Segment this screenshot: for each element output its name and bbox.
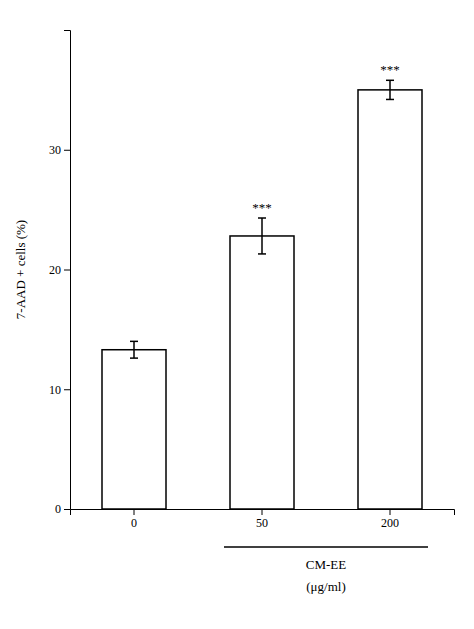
- x-tick: 200: [381, 509, 399, 530]
- y-tick: 10: [49, 383, 70, 397]
- chart: 0 10 20 30 0 50 200 *** *** 7-AAD + cells (%) CM-E…: [0, 0, 474, 629]
- error-bar: [386, 80, 394, 99]
- x-tick-label: 200: [381, 516, 399, 530]
- error-bar-stem: [261, 218, 263, 254]
- annotations: *** ***: [252, 62, 400, 215]
- y-tick-label: 20: [49, 263, 61, 277]
- plot: 0 10 20 30 0 50 200 *** *** 7-AAD + cells (%) CM-E…: [13, 31, 455, 595]
- y-tick: 0: [55, 502, 70, 516]
- significance: ***: [380, 62, 400, 77]
- x-tick-mark: [262, 509, 263, 515]
- y-tick: 20: [49, 263, 70, 277]
- bar: [102, 350, 166, 509]
- underline: [224, 546, 428, 548]
- error-bar: [258, 218, 266, 254]
- error-bar-cap: [258, 253, 266, 255]
- y-axis-title: 7-AAD + cells (%): [13, 220, 28, 319]
- bar: [230, 236, 294, 509]
- x-axis-title: CM-EE: [306, 557, 347, 572]
- x-tick-label: 50: [256, 516, 268, 530]
- x-tick: 0: [131, 509, 137, 530]
- error-bar-cap: [130, 341, 138, 343]
- y-tick: 30: [49, 143, 70, 157]
- error-bar-cap: [386, 99, 394, 101]
- y-tick-mark: [64, 270, 70, 271]
- y-axis-line: [64, 31, 71, 510]
- error-bar-stem: [133, 341, 135, 358]
- x-tick-label: 0: [131, 516, 137, 530]
- significance: ***: [252, 200, 272, 215]
- y-tick-label: 30: [49, 143, 61, 157]
- error-bar-cap: [386, 80, 394, 82]
- x-axis-title: (μg/ml): [306, 579, 345, 594]
- y-tick-mark: [64, 509, 70, 510]
- bar: [358, 90, 422, 509]
- x-tick: 50: [256, 509, 268, 530]
- y-tick-mark: [64, 150, 70, 151]
- x-axis: 0 50 200: [71, 509, 455, 530]
- y-tick-label: 10: [49, 383, 61, 397]
- y-axis: 0 10 20 30: [49, 31, 71, 517]
- y-tick-label: 0: [55, 502, 61, 516]
- error-bar: [130, 341, 138, 358]
- error-bar-cap: [130, 357, 138, 359]
- error-bar-stem: [389, 80, 391, 99]
- marks: [102, 80, 422, 509]
- x-tick-mark: [390, 509, 391, 515]
- y-tick-mark: [64, 389, 70, 390]
- x-axis-line: [71, 510, 455, 516]
- error-bar-cap: [258, 217, 266, 219]
- x-tick-mark: [134, 509, 135, 515]
